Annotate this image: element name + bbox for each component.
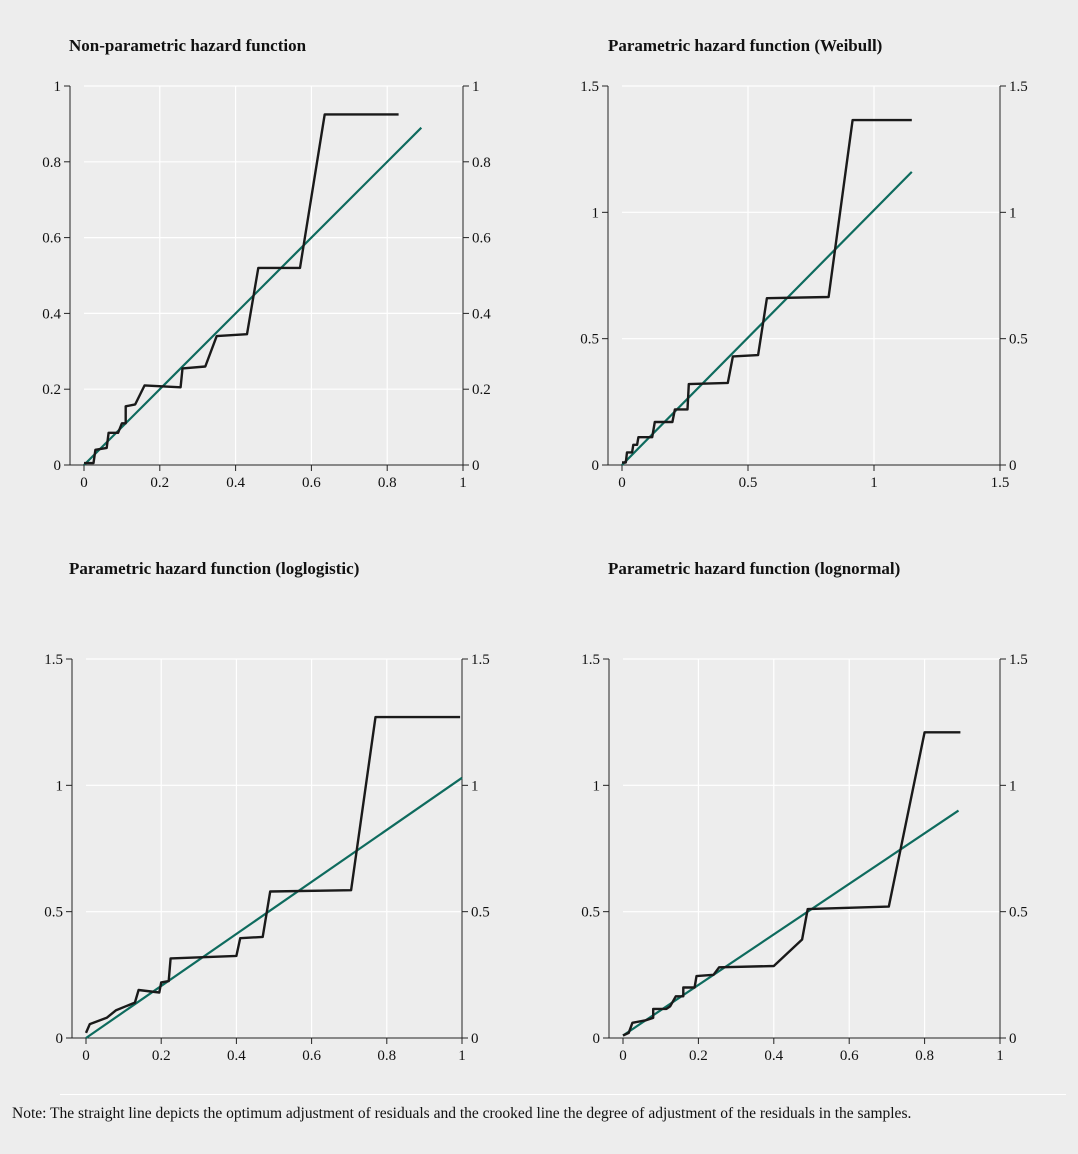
x-tick-label: 0 — [82, 1048, 90, 1064]
y-tick-label-right: 0 — [471, 1031, 479, 1047]
x-tick-label: 1.5 — [991, 475, 1010, 491]
x-tick-label: 0.5 — [739, 475, 758, 491]
y-tick-label-right: 0.6 — [472, 231, 491, 247]
note-divider — [60, 1094, 1066, 1095]
sample-adjustment-line — [84, 715, 461, 1034]
x-tick-label: 0.2 — [152, 1048, 171, 1064]
x-tick-label: 0.6 — [302, 475, 321, 491]
x-tick-label: 0.2 — [150, 475, 169, 491]
x-tick-label: 1 — [870, 475, 878, 491]
y-tick-label-right: 0.4 — [472, 306, 491, 322]
y-tick-label-left: 1 — [54, 79, 62, 95]
y-tick-label-left: 0 — [592, 458, 600, 474]
y-tick-label-right: 1.5 — [1009, 79, 1028, 95]
x-tick-label: 0.2 — [689, 1048, 708, 1064]
chart-panel-3: Parametric hazard function (loglogistic)… — [44, 559, 490, 1064]
x-tick-label: 1 — [458, 1048, 466, 1064]
y-tick-label-right: 1.5 — [1009, 652, 1028, 668]
chart-title: Parametric hazard function (Weibull) — [608, 36, 882, 55]
x-tick-label: 0.8 — [915, 1048, 934, 1064]
chart-title: Parametric hazard function (lognormal) — [608, 559, 900, 578]
x-tick-label: 0.6 — [302, 1048, 321, 1064]
y-tick-label-left: 1.5 — [581, 652, 600, 668]
y-tick-label-left: 1.5 — [44, 652, 63, 668]
y-tick-label-left: 0.5 — [580, 332, 599, 348]
y-tick-label-left: 0.6 — [42, 231, 61, 247]
chart-panel-4: Parametric hazard function (lognormal) 0 0… — [581, 559, 1028, 1064]
y-tick-label-left: 0 — [593, 1031, 601, 1047]
x-tick-label: 1 — [459, 475, 467, 491]
y-tick-label-left: 0 — [54, 458, 62, 474]
x-tick-label: 0.6 — [840, 1048, 859, 1064]
y-tick-label-right: 1 — [472, 79, 480, 95]
y-tick-label-right: 0.5 — [1009, 905, 1028, 921]
y-tick-label-right: 0.5 — [471, 905, 490, 921]
sample-adjustment-line — [622, 118, 912, 464]
optimum-adjustment-line — [622, 809, 960, 1037]
y-tick-label-right: 0.8 — [472, 155, 491, 171]
x-tick-label: 0 — [619, 1048, 627, 1064]
y-tick-label-right: 1 — [1009, 205, 1017, 221]
x-tick-label: 0.8 — [378, 475, 397, 491]
y-tick-label-right: 0 — [1009, 1031, 1017, 1047]
y-tick-label-right: 0 — [1009, 458, 1017, 474]
y-tick-label-right: 0.2 — [472, 382, 491, 398]
y-tick-label-left: 0.5 — [581, 905, 600, 921]
x-tick-label: 0.4 — [227, 1048, 246, 1064]
y-tick-label-right: 0 — [472, 458, 480, 474]
x-tick-label: 0.4 — [764, 1048, 783, 1064]
x-tick-label: 0 — [80, 475, 88, 491]
chart-panel-2: Parametric hazard function (Weibull) 0 0 0.… — [580, 36, 1028, 491]
chart-title: Parametric hazard function (loglogistic) — [69, 559, 359, 578]
y-tick-label-left: 1.5 — [580, 79, 599, 95]
y-tick-label-left: 0.5 — [44, 905, 63, 921]
y-tick-label-left: 1 — [56, 778, 64, 794]
sample-adjustment-line — [84, 113, 399, 465]
y-tick-label-right: 1.5 — [471, 652, 490, 668]
y-tick-label-left: 0.2 — [42, 382, 61, 398]
x-tick-label: 0 — [618, 475, 626, 491]
y-tick-label-left: 1 — [592, 205, 600, 221]
figure-note: Note: The straight line depicts the opti… — [12, 1105, 912, 1122]
y-tick-label-left: 1 — [593, 778, 601, 794]
x-tick-label: 0.8 — [377, 1048, 396, 1064]
chart-title: Non-parametric hazard function — [69, 36, 307, 55]
y-tick-label-left: 0.8 — [42, 155, 61, 171]
x-tick-label: 1 — [996, 1048, 1004, 1064]
y-tick-label-right: 1 — [1009, 778, 1017, 794]
optimum-adjustment-line — [85, 776, 463, 1039]
chart-panel-1: Non-parametric hazard function 0 0 0.2 0.2 0.… — [42, 36, 491, 491]
optimum-adjustment-line — [621, 171, 913, 466]
x-tick-label: 0.4 — [226, 475, 245, 491]
sample-adjustment-line — [622, 731, 961, 1037]
y-tick-label-left: 0 — [56, 1031, 64, 1047]
y-tick-label-left: 0.4 — [42, 306, 61, 322]
y-tick-label-right: 1 — [471, 778, 479, 794]
y-tick-label-right: 0.5 — [1009, 332, 1028, 348]
